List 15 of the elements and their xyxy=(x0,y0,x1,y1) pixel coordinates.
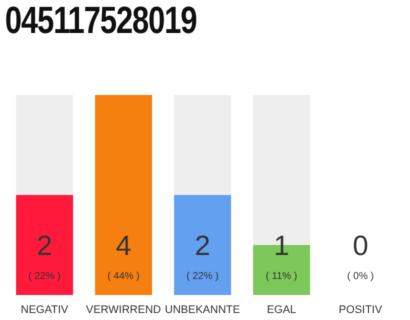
annotation: ( 44% ) xyxy=(107,271,140,282)
data-label: 4 xyxy=(116,230,132,261)
x-tick-label: UNBEKANNTE xyxy=(164,304,240,316)
x-tick-label: POSITIV xyxy=(338,304,383,316)
x-tick-label: NEGATIV xyxy=(20,304,69,316)
data-label: 0 xyxy=(352,230,368,261)
annotation: ( 22% ) xyxy=(28,271,61,282)
chart-title: 045117528019 xyxy=(5,0,197,43)
x-tick-label: EGAL xyxy=(266,304,296,316)
annotation: ( 11% ) xyxy=(266,271,298,282)
annotation: ( 0% ) xyxy=(347,271,374,282)
annotation: ( 22% ) xyxy=(186,271,219,282)
x-tick-label: VERWIRREND xyxy=(86,304,162,316)
data-label: 2 xyxy=(194,230,210,261)
data-label: 2 xyxy=(36,230,52,261)
